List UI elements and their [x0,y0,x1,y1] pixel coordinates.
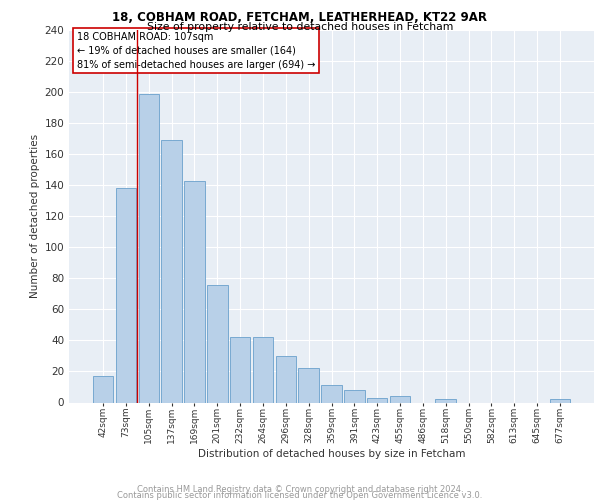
Bar [550,400,570,402]
Bar [230,338,250,402]
Y-axis label: Number of detached properties: Number of detached properties [30,134,40,298]
Bar [253,338,273,402]
Bar [367,398,388,402]
X-axis label: Distribution of detached houses by size in Fetcham: Distribution of detached houses by size … [198,448,465,458]
Bar [275,356,296,403]
Bar [161,140,182,402]
Bar [344,390,365,402]
Text: Contains public sector information licensed under the Open Government Licence v3: Contains public sector information licen… [118,491,482,500]
Bar [207,284,227,403]
Bar [93,376,113,402]
Text: Contains HM Land Registry data © Crown copyright and database right 2024.: Contains HM Land Registry data © Crown c… [137,484,463,494]
Text: Size of property relative to detached houses in Fetcham: Size of property relative to detached ho… [147,22,453,32]
Bar [298,368,319,402]
Bar [321,386,342,402]
Text: 18 COBHAM ROAD: 107sqm
← 19% of detached houses are smaller (164)
81% of semi-de: 18 COBHAM ROAD: 107sqm ← 19% of detached… [77,32,315,70]
Text: 18, COBHAM ROAD, FETCHAM, LEATHERHEAD, KT22 9AR: 18, COBHAM ROAD, FETCHAM, LEATHERHEAD, K… [113,11,487,24]
Bar [116,188,136,402]
Bar [436,400,456,402]
Bar [184,180,205,402]
Bar [139,94,159,403]
Bar [390,396,410,402]
